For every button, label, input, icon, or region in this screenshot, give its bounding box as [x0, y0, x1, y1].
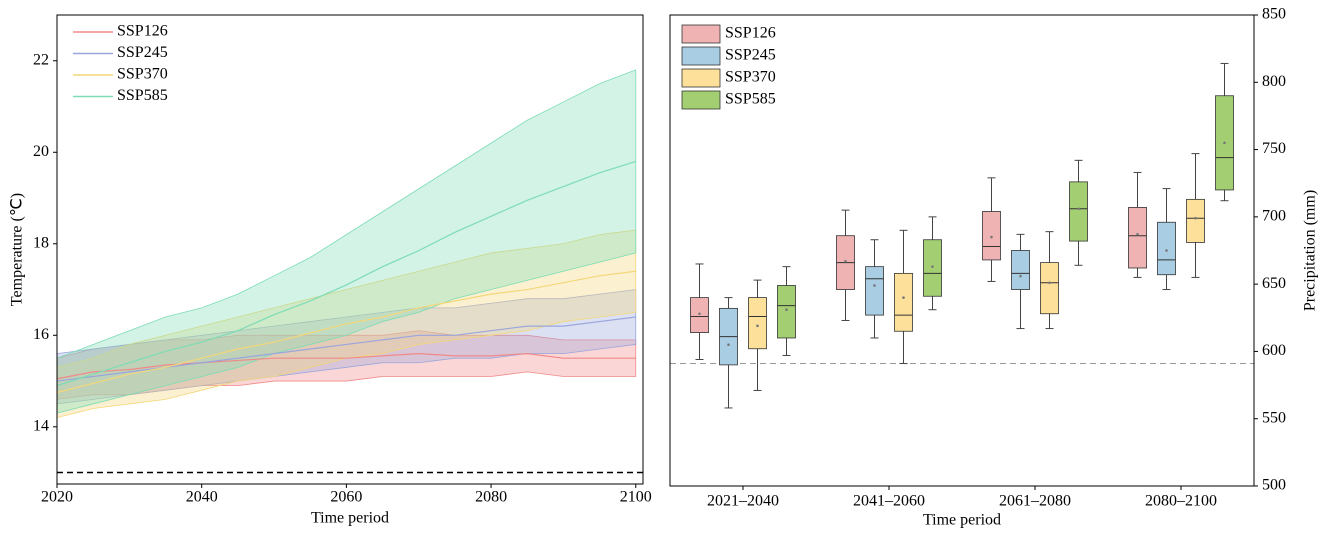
box — [748, 297, 767, 350]
mean-marker — [1048, 281, 1051, 285]
y-tick-label: 22 — [33, 51, 49, 68]
y-tick-label: 500 — [1262, 477, 1286, 494]
legend-label: SSP126 — [117, 23, 168, 40]
mean-marker — [990, 235, 993, 239]
y-tick-label: 650 — [1262, 275, 1286, 292]
box — [923, 239, 942, 297]
box — [1069, 181, 1088, 242]
x-tick-label: 2080 — [475, 489, 507, 506]
y-tick-label: 18 — [33, 234, 49, 251]
mean-marker — [1223, 141, 1226, 145]
x-tick-label: 2061–2080 — [999, 493, 1071, 510]
mean-marker — [1136, 233, 1139, 236]
box — [690, 297, 709, 333]
x-tick-label: 2080–2100 — [1145, 493, 1217, 510]
legend-label: SSP370 — [117, 66, 168, 83]
mean-marker — [902, 296, 905, 299]
legend-swatch — [681, 24, 721, 44]
mean-marker — [785, 308, 788, 312]
mean-line — [56, 270, 636, 394]
mean-marker — [1077, 207, 1080, 211]
plot-frame — [56, 14, 644, 485]
mean-marker — [1019, 274, 1022, 278]
plot-frame — [669, 14, 1255, 487]
y-tick-label: 14 — [33, 417, 49, 434]
y-axis-label: Temperature (℃) — [9, 193, 26, 306]
legend-label: SSP585 — [725, 91, 776, 108]
legend-swatch — [681, 46, 721, 66]
mean-marker — [727, 343, 730, 347]
mean-line — [56, 352, 636, 380]
mean-line — [56, 160, 636, 387]
legend-label: SSP126 — [725, 25, 776, 42]
band — [56, 330, 637, 400]
mean-marker — [1194, 216, 1197, 220]
box — [1128, 207, 1147, 269]
box — [982, 211, 1001, 261]
box — [1040, 262, 1059, 315]
x-tick-label: 2060 — [330, 489, 362, 506]
x-tick-label: 2041–2060 — [853, 493, 925, 510]
y-tick-label: 600 — [1262, 342, 1286, 359]
y-tick-label: 750 — [1262, 140, 1286, 157]
y-tick-label: 20 — [33, 143, 49, 160]
box — [1157, 221, 1176, 276]
box — [894, 272, 913, 332]
box — [1186, 198, 1205, 243]
y-axis-label: Precipitation (mm) — [1302, 190, 1319, 311]
y-tick-label: 550 — [1262, 409, 1286, 426]
mean-marker — [844, 259, 847, 263]
box — [865, 266, 884, 316]
y-tick-label: 850 — [1262, 6, 1286, 23]
x-tick-label: 2021–2040 — [707, 493, 779, 510]
band — [56, 289, 637, 405]
legend-label: SSP585 — [117, 87, 168, 104]
legend-label: SSP245 — [725, 47, 776, 64]
x-tick-label: 2020 — [41, 489, 73, 506]
band — [56, 69, 637, 414]
y-tick-label: 800 — [1262, 73, 1286, 90]
mean-line — [56, 316, 636, 382]
mean-marker — [931, 265, 934, 268]
legend-label: SSP370 — [725, 69, 776, 86]
x-axis-label: Time period — [311, 510, 389, 527]
y-tick-label: 16 — [33, 326, 49, 343]
x-axis-label: Time period — [923, 512, 1001, 529]
box — [777, 285, 796, 339]
legend-label: SSP245 — [117, 44, 168, 61]
y-tick-label: 700 — [1262, 208, 1286, 225]
box — [1011, 250, 1030, 290]
mean-marker — [1165, 249, 1168, 252]
x-tick-label: 2100 — [620, 489, 652, 506]
legend-swatch — [681, 90, 721, 110]
legend-swatch — [681, 68, 721, 88]
mean-marker — [698, 312, 701, 316]
mean-marker — [756, 324, 759, 328]
x-tick-label: 2040 — [186, 489, 218, 506]
mean-marker — [873, 284, 876, 287]
